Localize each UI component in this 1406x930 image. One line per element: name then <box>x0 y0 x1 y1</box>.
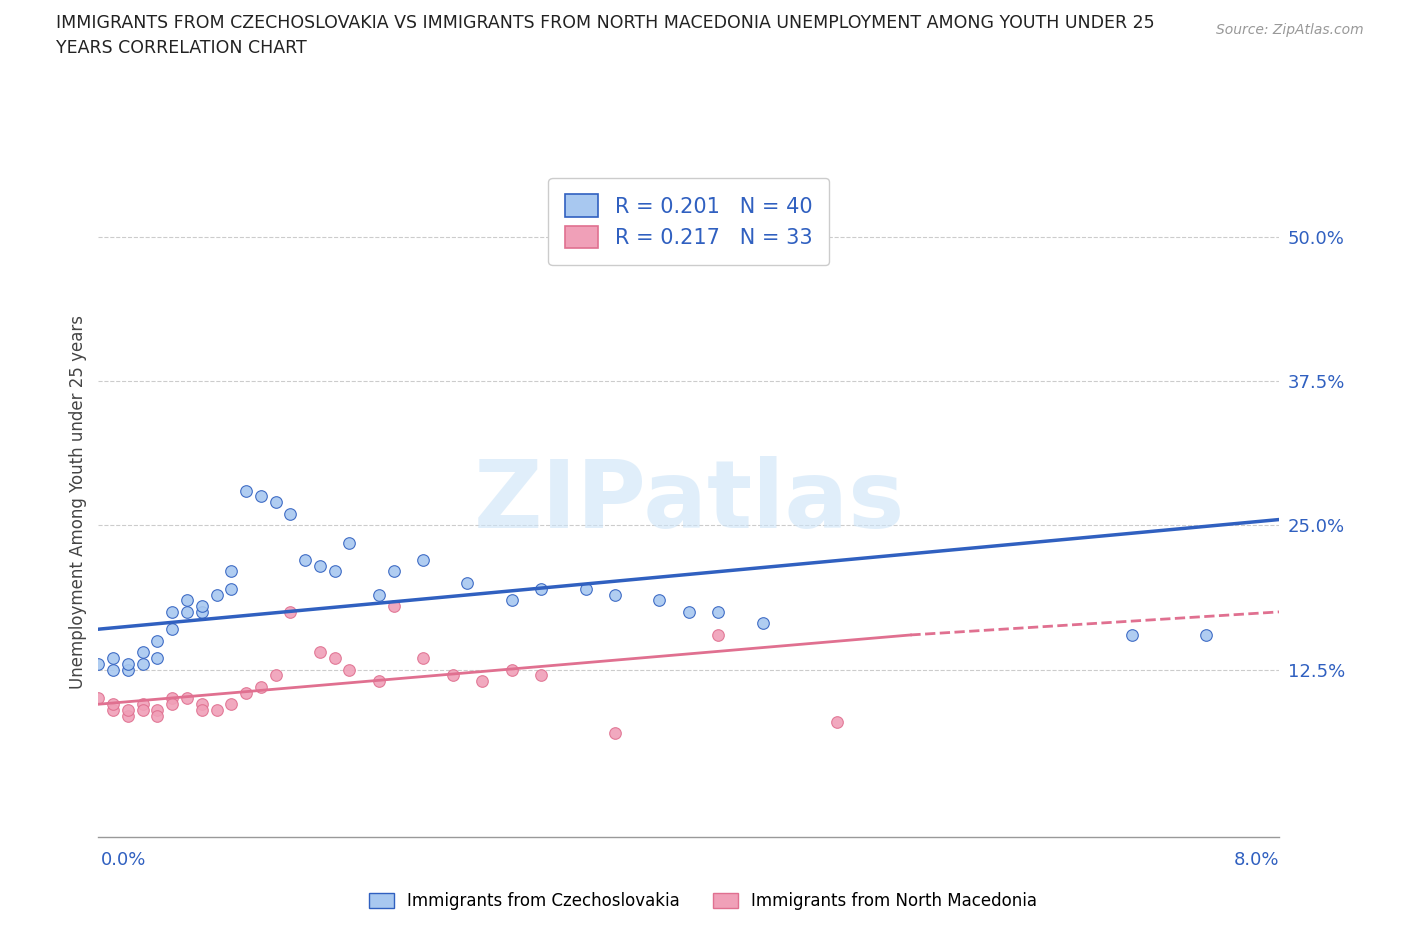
Point <box>308 558 332 573</box>
Point <box>278 604 301 619</box>
Point <box>162 622 183 637</box>
Point <box>117 709 139 724</box>
Point <box>235 484 257 498</box>
Legend: R = 0.201   N = 40, R = 0.217   N = 33: R = 0.201 N = 40, R = 0.217 N = 33 <box>548 178 830 265</box>
Point <box>264 668 287 683</box>
Point <box>1194 628 1216 643</box>
Point <box>441 668 464 683</box>
Point <box>294 552 316 567</box>
Point <box>162 697 183 711</box>
Point <box>132 702 155 717</box>
Point <box>456 576 478 591</box>
Text: YEARS CORRELATION CHART: YEARS CORRELATION CHART <box>56 39 307 57</box>
Point <box>87 657 110 671</box>
Point <box>367 587 389 602</box>
Point <box>132 644 155 659</box>
Point <box>1121 628 1143 643</box>
Point <box>103 651 124 666</box>
Point <box>323 651 346 666</box>
Point <box>574 581 596 596</box>
Point <box>219 697 242 711</box>
Point <box>117 702 139 717</box>
Point <box>219 581 242 596</box>
Y-axis label: Unemployment Among Youth under 25 years: Unemployment Among Youth under 25 years <box>69 315 87 689</box>
Point <box>132 697 155 711</box>
Point <box>146 651 169 666</box>
Point <box>103 697 124 711</box>
Point <box>132 657 155 671</box>
Point <box>530 668 553 683</box>
Point <box>103 662 124 677</box>
Point <box>412 552 434 567</box>
Point <box>117 657 139 671</box>
Point <box>501 593 523 608</box>
Point <box>176 691 198 706</box>
Point <box>205 587 228 602</box>
Point <box>219 564 242 578</box>
Point <box>323 564 346 578</box>
Point <box>250 680 273 695</box>
Point <box>250 489 273 504</box>
Point <box>162 691 183 706</box>
Point <box>191 599 214 614</box>
Point <box>191 702 214 717</box>
Point <box>176 593 198 608</box>
Point <box>162 604 183 619</box>
Text: Source: ZipAtlas.com: Source: ZipAtlas.com <box>1216 23 1364 37</box>
Point <box>367 673 389 688</box>
Point <box>278 506 301 521</box>
Point <box>146 702 169 717</box>
Point <box>707 628 730 643</box>
Legend: Immigrants from Czechoslovakia, Immigrants from North Macedonia: Immigrants from Czechoslovakia, Immigran… <box>361 885 1045 917</box>
Point <box>501 662 523 677</box>
Text: 8.0%: 8.0% <box>1234 851 1279 869</box>
Point <box>146 633 169 648</box>
Point <box>605 587 627 602</box>
Point <box>87 691 110 706</box>
Point <box>707 604 730 619</box>
Point <box>264 495 287 510</box>
Point <box>678 604 700 619</box>
Point <box>382 599 405 614</box>
Point <box>471 673 494 688</box>
Text: 0.0%: 0.0% <box>101 851 146 869</box>
Point <box>191 604 214 619</box>
Point <box>191 697 214 711</box>
Point <box>308 644 332 659</box>
Point <box>825 714 848 729</box>
Point <box>103 702 124 717</box>
Point <box>605 725 627 740</box>
Point <box>205 702 228 717</box>
Point <box>176 604 198 619</box>
Point <box>530 581 553 596</box>
Point <box>412 651 434 666</box>
Text: ZIPatlas: ZIPatlas <box>474 457 904 548</box>
Point <box>751 616 773 631</box>
Point <box>235 685 257 700</box>
Point <box>117 662 139 677</box>
Text: IMMIGRANTS FROM CZECHOSLOVAKIA VS IMMIGRANTS FROM NORTH MACEDONIA UNEMPLOYMENT A: IMMIGRANTS FROM CZECHOSLOVAKIA VS IMMIGR… <box>56 14 1154 32</box>
Point <box>337 662 360 677</box>
Point <box>337 535 360 550</box>
Point <box>648 593 671 608</box>
Point <box>382 564 405 578</box>
Point <box>146 709 169 724</box>
